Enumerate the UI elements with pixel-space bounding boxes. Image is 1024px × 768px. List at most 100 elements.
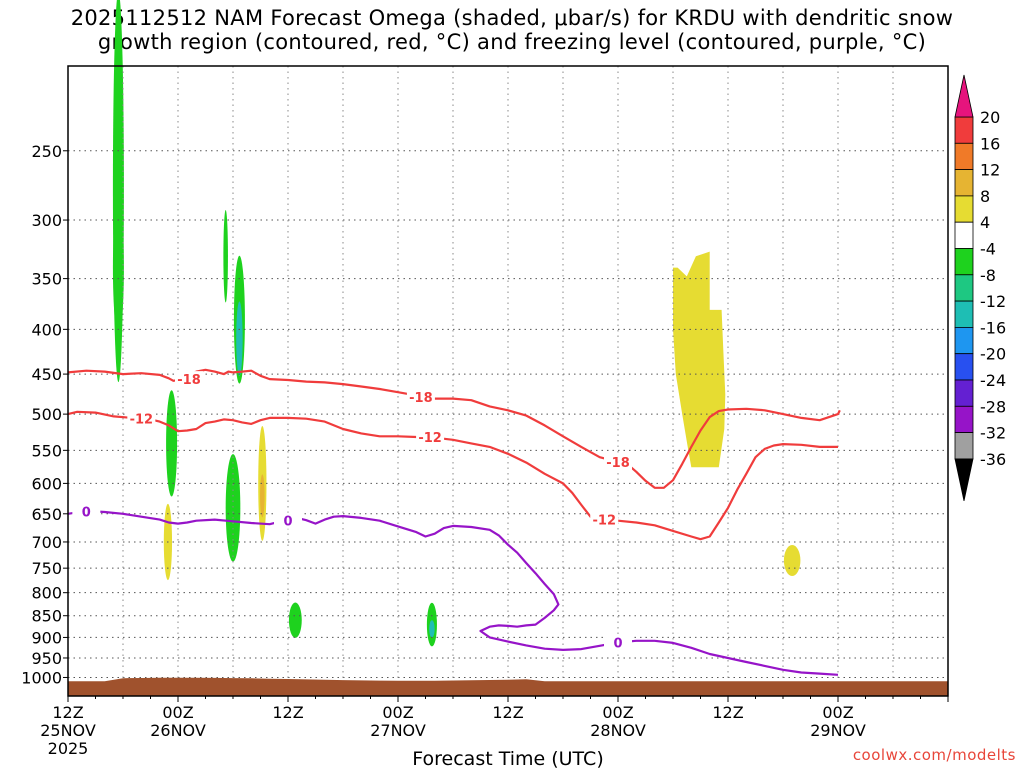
colorbar-band-11: [954, 405, 974, 433]
x-tick-label-0-2: 25NOV: [40, 721, 96, 740]
colorbar-band-1: [954, 142, 974, 171]
green-columns-5: [225, 454, 241, 562]
green-columns-2: [166, 390, 178, 497]
x-tick-label-0-1: 12Z: [52, 703, 83, 722]
y-tick-label-850: 850: [31, 607, 62, 626]
contour-label-bg-5: [590, 511, 619, 528]
x-tick-label-12-2: 26NOV: [150, 721, 206, 740]
x-tick-label-36-2: 27NOV: [370, 721, 426, 740]
y-tick-label-800: 800: [31, 584, 62, 603]
contour-label-bg-4: [416, 428, 445, 445]
x-tick-label-60-2: 28NOV: [590, 721, 646, 740]
green-columns-3: [223, 209, 228, 303]
colorbar-band-10: [954, 379, 974, 407]
y-tick-label-500: 500: [31, 405, 62, 424]
contour-label--12: -12: [593, 514, 617, 529]
colorbar-label-3: 8: [980, 187, 990, 206]
colorbar-label-6: -8: [980, 266, 996, 285]
y-tick-label-550: 550: [31, 441, 62, 460]
y-tick-label-900: 900: [31, 628, 62, 647]
colorbar-label-12: -32: [980, 424, 1006, 443]
y-tick-label-1000: 1000: [21, 668, 62, 687]
y-tick-label-700: 700: [31, 533, 62, 552]
contour-label-bg-6: [72, 503, 101, 520]
contour-label-bg-8: [604, 634, 632, 651]
colorbar-band-4: [954, 221, 974, 249]
grid-layer: [68, 66, 948, 696]
credit-text: coolwx.com/modelts: [852, 746, 1016, 764]
chart-title-line-1: 2025112512 NAM Forecast Omega (shaded, μ…: [70, 6, 954, 30]
ground-layer: [68, 677, 948, 696]
contour-label--12: -12: [130, 413, 154, 428]
colorbar-bottom-arrow: [954, 458, 974, 501]
contour-label--18: -18: [409, 391, 433, 406]
chart-title-line-2: growth region (contoured, red, °C) and f…: [97, 30, 927, 54]
y-tick-label-300: 300: [31, 211, 62, 230]
orange-cores-0: [260, 474, 265, 518]
green-columns-1: [112, 199, 124, 336]
colorbar-band-2: [954, 169, 974, 197]
cyan-cores-0: [236, 301, 243, 376]
axes-layer: 250 300 350 400 450 500 550 600 650 700 750 800 850 9…: [21, 142, 949, 758]
y-tick-label-350: 350: [31, 270, 62, 289]
omega-shading-layer: [112, 0, 801, 647]
contour-label-0: 0: [283, 515, 292, 530]
x-tick-label-60-1: 00Z: [602, 703, 633, 722]
contour-0: [67, 509, 839, 676]
contour-label-0: 0: [82, 505, 91, 520]
y-tick-label-950: 950: [31, 649, 62, 668]
x-tick-label-12-1: 00Z: [162, 703, 193, 722]
colorbar-band-5: [954, 248, 974, 276]
x-tick-label-72-1: 12Z: [712, 703, 743, 722]
colorbar-band-9: [954, 353, 974, 381]
contour-label-0: 0: [613, 636, 622, 651]
contour-label-bg-7: [274, 512, 302, 529]
cyan-cores-1: [429, 620, 435, 638]
y-tick-label-650: 650: [31, 505, 62, 524]
colorbar-label-13: -36: [980, 450, 1006, 469]
x-tick-label-24-1: 12Z: [272, 703, 303, 722]
x-tick-label-84-2: 29NOV: [810, 721, 866, 740]
contour-label-bg-0: [175, 371, 203, 388]
contour--12: [67, 410, 838, 541]
colorbar: 20 16 12 8 4 -4 -8 -12 -16 -20 -24 -28 -32 -36: [954, 74, 1006, 501]
yellow-regions-2: [783, 544, 801, 577]
y-tick-label-400: 400: [31, 320, 62, 339]
colorbar-label-2: 12: [980, 161, 1000, 180]
x-tick-label-0-3: 2025: [48, 739, 89, 758]
contour-label--12: -12: [418, 431, 442, 446]
ground-surface: [68, 677, 948, 696]
y-tick-label-450: 450: [31, 365, 62, 384]
colorbar-label-7: -12: [980, 292, 1006, 311]
colorbar-label-1: 16: [980, 134, 1000, 153]
colorbar-label-10: -24: [980, 371, 1006, 390]
contour-label--18: -18: [177, 373, 201, 388]
contour-layer: -18 -18 -18 -12 -12 -12 0 0 0: [67, 368, 841, 676]
x-tick-label-48-1: 12Z: [492, 703, 523, 722]
colorbar-top-arrow: [954, 74, 974, 118]
colorbar-label-0: 20: [980, 108, 1000, 127]
chart-title: 2025112512 NAM Forecast Omega (shaded, μ…: [0, 6, 1024, 54]
contour-label-bg-1: [406, 389, 435, 406]
colorbar-band-3: [954, 195, 974, 223]
x-tick-label-36-1: 00Z: [382, 703, 413, 722]
yellow-mass: [673, 251, 726, 468]
colorbar-band-7: [954, 300, 974, 328]
colorbar-label-11: -28: [980, 397, 1006, 416]
green-columns-6: [288, 602, 302, 638]
colorbar-band-0: [954, 116, 974, 144]
colorbar-band-12: [954, 432, 974, 460]
colorbar-band-6: [954, 274, 974, 302]
y-tick-label-250: 250: [31, 142, 62, 161]
y-tick-label-750: 750: [31, 559, 62, 578]
y-tick-label-600: 600: [31, 474, 62, 493]
colorbar-label-4: 4: [980, 213, 990, 232]
contour-label--18: -18: [606, 456, 630, 471]
x-axis-label: Forecast Time (UTC): [412, 748, 603, 768]
contour-label-bg-2: [604, 453, 632, 470]
x-tick-label-84-1: 00Z: [822, 703, 853, 722]
colorbar-band-8: [954, 326, 974, 355]
contour-label-bg-3: [127, 410, 156, 427]
colorbar-label-8: -16: [980, 318, 1006, 337]
